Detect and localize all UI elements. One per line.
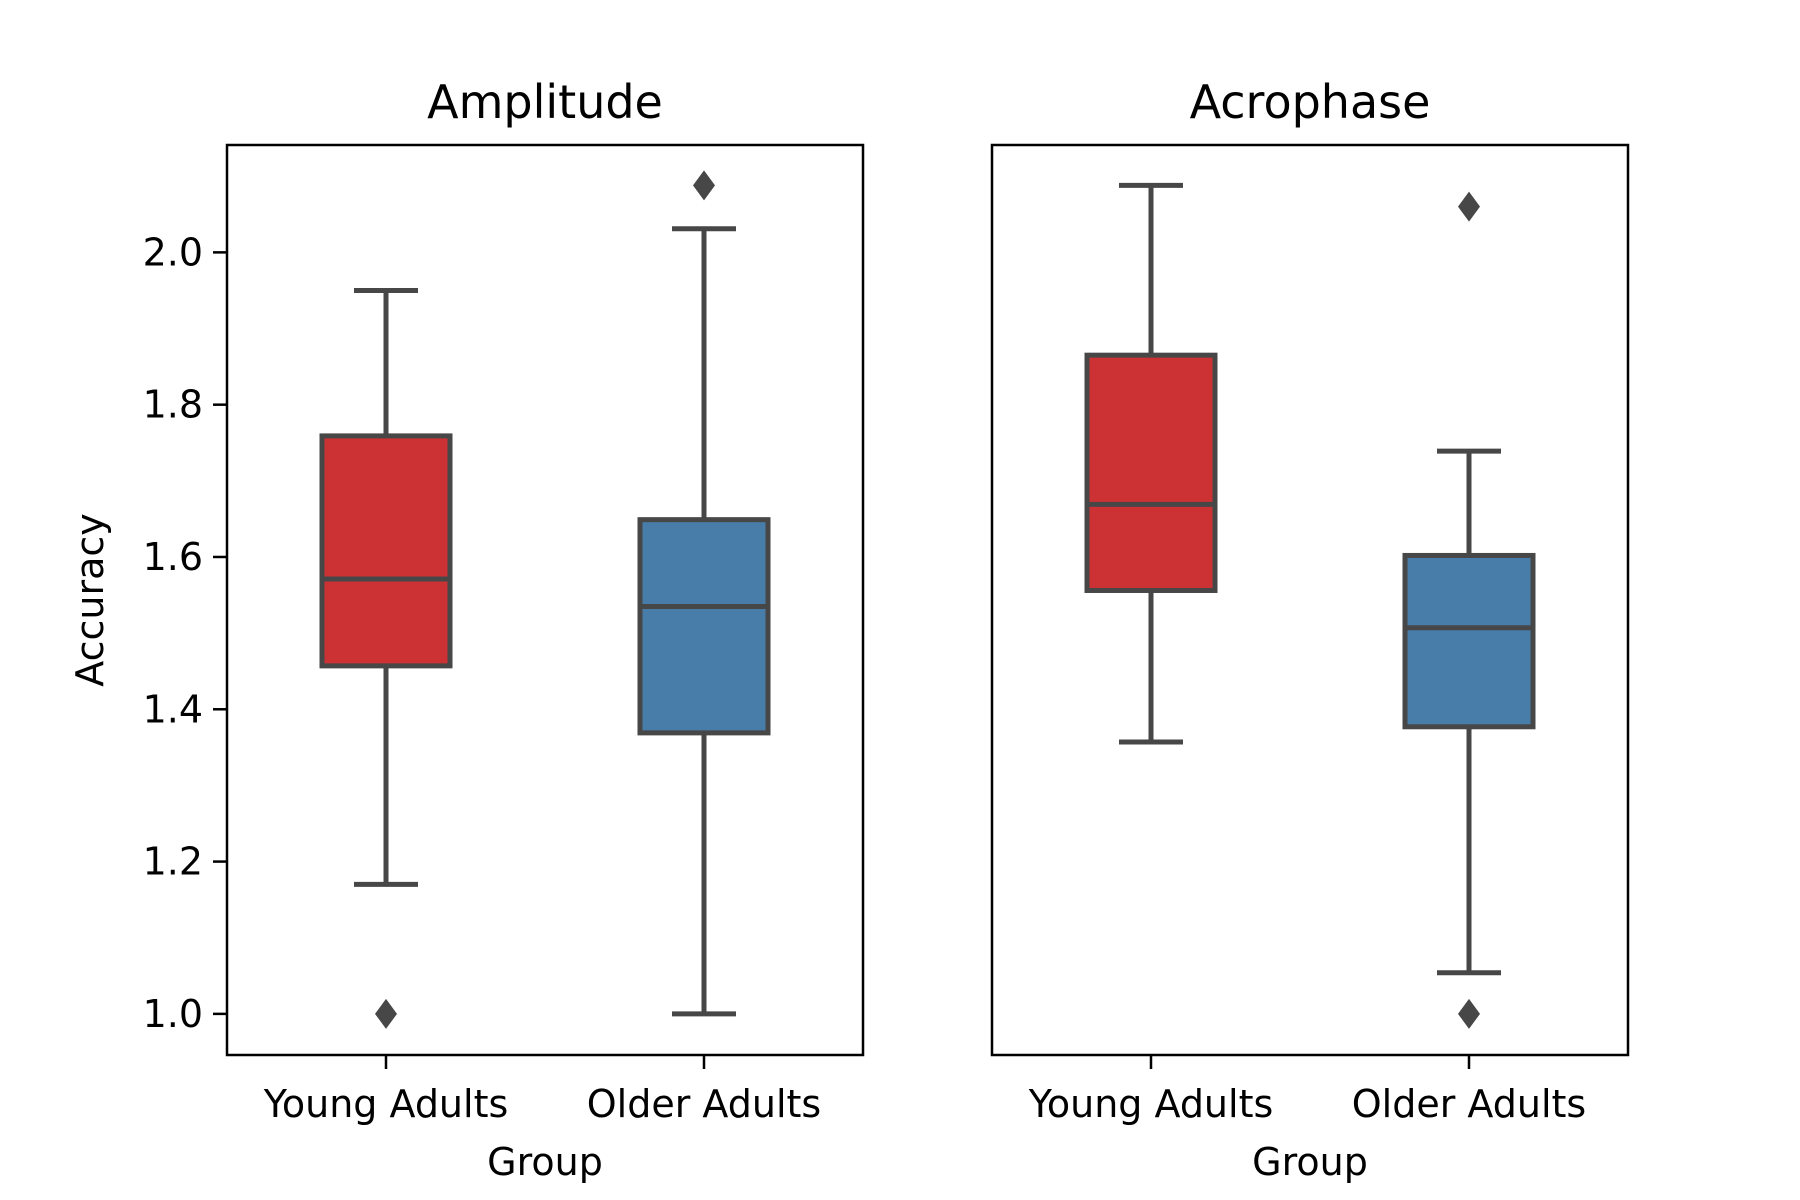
x-axis: Young Adults Older Adults bbox=[263, 1055, 821, 1126]
y-tick-label: 2.0 bbox=[143, 230, 203, 274]
iqr-box bbox=[1084, 352, 1218, 593]
panel-title: Amplitude bbox=[427, 75, 663, 129]
x-tick-label: Young Adults bbox=[1028, 1082, 1274, 1126]
x-axis-label: Group bbox=[1252, 1140, 1368, 1184]
outlier-point bbox=[693, 170, 715, 201]
y-tick-label: 1.2 bbox=[143, 840, 203, 884]
y-axis-label: Accuracy bbox=[68, 513, 112, 687]
outlier-point bbox=[1458, 998, 1480, 1029]
x-tick-label: Older Adults bbox=[587, 1082, 821, 1126]
y-tick-label: 1.8 bbox=[143, 383, 203, 427]
iqr-box bbox=[1402, 552, 1536, 730]
amplitude-marks bbox=[319, 170, 771, 1029]
x-axis: Young Adults Older Adults bbox=[1028, 1055, 1586, 1126]
acrophase-marks bbox=[1084, 182, 1536, 1029]
y-tick-label: 1.0 bbox=[143, 992, 203, 1036]
x-axis-label: Group bbox=[487, 1140, 603, 1184]
box-older-adults bbox=[637, 170, 771, 1017]
y-axis: 1.0 1.2 1.4 1.6 1.8 2.0 bbox=[143, 230, 227, 1036]
acrophase-panel: Acrophase Young Adults Older Adults Group bbox=[990, 75, 1630, 1184]
y-tick-label: 1.4 bbox=[143, 687, 203, 731]
plot-frame bbox=[990, 143, 1630, 1057]
box-young-adults bbox=[319, 287, 453, 1029]
panel-title: Acrophase bbox=[1190, 75, 1431, 129]
outlier-point bbox=[1458, 191, 1480, 222]
box-older-adults bbox=[1402, 191, 1536, 1029]
amplitude-panel: Amplitude 1.0 1.2 1.4 1.6 1.8 2.0 Young Adult… bbox=[143, 75, 865, 1184]
plot-frame bbox=[225, 143, 865, 1057]
outlier-point bbox=[375, 998, 397, 1029]
iqr-box bbox=[637, 517, 771, 736]
x-tick-label: Young Adults bbox=[263, 1082, 509, 1126]
iqr-box bbox=[319, 433, 453, 669]
box-young-adults bbox=[1084, 182, 1218, 745]
y-tick-label: 1.6 bbox=[143, 535, 203, 579]
x-tick-label: Older Adults bbox=[1352, 1082, 1586, 1126]
